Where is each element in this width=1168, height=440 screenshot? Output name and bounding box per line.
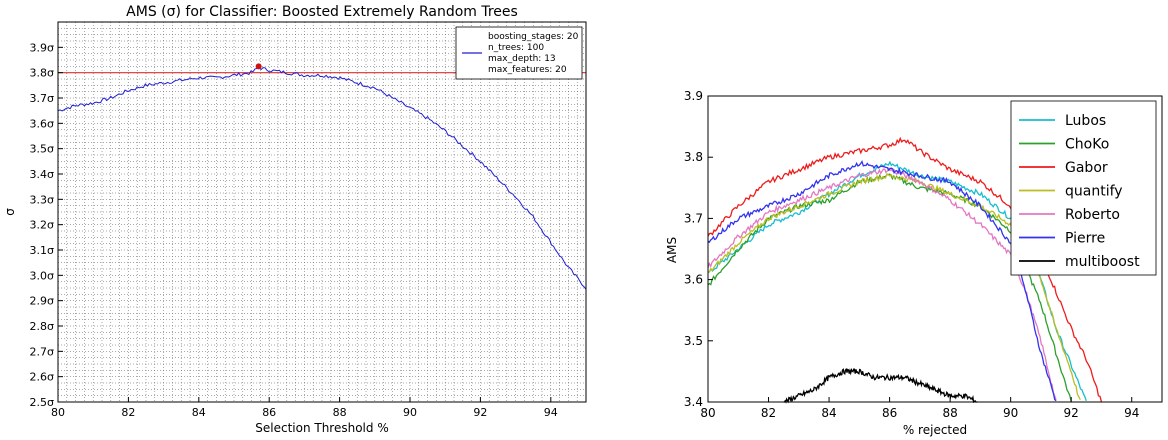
x-tick-label: 80 bbox=[51, 406, 65, 419]
legend-label: multiboost bbox=[1065, 254, 1140, 270]
y-tick-label: 3.9 bbox=[684, 89, 703, 103]
x-tick-label: 94 bbox=[544, 406, 558, 419]
y-tick-label: 3.8σ bbox=[30, 67, 54, 80]
y-tick-label: 3.7σ bbox=[30, 92, 54, 105]
x-tick-label: 92 bbox=[1064, 406, 1079, 420]
x-tick-label: 88 bbox=[333, 406, 347, 419]
max-point-marker bbox=[255, 63, 262, 70]
x-tick-label: 82 bbox=[121, 406, 135, 419]
legend-label: Roberto bbox=[1065, 207, 1120, 223]
legend: Lubos ChoKo Gabor quantify Roberto Pierre mult… bbox=[1010, 100, 1157, 276]
plot-frame bbox=[707, 95, 1163, 403]
x-tick-label: 82 bbox=[761, 406, 776, 420]
x-tick-label: 86 bbox=[262, 406, 276, 419]
x-axis: 80 82 84 86 88 90 92 94 bbox=[700, 397, 1139, 420]
legend-label: ChoKo bbox=[1065, 137, 1109, 153]
y-tick-label: 3.8 bbox=[684, 150, 703, 164]
y-tick-label: 2.8σ bbox=[30, 320, 54, 333]
legend-label: Lubos bbox=[1065, 113, 1106, 129]
chart-title: AMS (σ) for Classifier: Boosted Extremel… bbox=[126, 4, 518, 20]
x-tick-label: 80 bbox=[700, 406, 715, 420]
legend-entry: boosting_stages: 20 bbox=[488, 32, 579, 42]
legend-label: Pierre bbox=[1065, 231, 1105, 247]
legend-label: quantify bbox=[1065, 184, 1123, 200]
y-tick-label: 3.5 bbox=[684, 334, 703, 348]
y-tick-label: 2.7σ bbox=[30, 345, 54, 358]
y-tick-label: 3.6 bbox=[684, 273, 703, 287]
chart-ams-boosted-trees: AMS (σ) for Classifier: Boosted Extremel… bbox=[3, 4, 587, 435]
y-axis-label: AMS bbox=[665, 237, 679, 263]
series-line-pierre bbox=[707, 160, 1057, 402]
y-tick-label: 3.2σ bbox=[30, 219, 54, 232]
x-tick-label: 84 bbox=[821, 406, 836, 420]
y-tick-label: 3.3σ bbox=[30, 193, 54, 206]
series-layer bbox=[57, 63, 587, 290]
y-tick-label: 3.1σ bbox=[30, 244, 54, 257]
x-tick-label: 84 bbox=[192, 406, 206, 419]
series-line-roberto bbox=[707, 167, 1057, 400]
x-axis-label: % rejected bbox=[903, 423, 967, 437]
legend-label: Gabor bbox=[1065, 160, 1108, 176]
plot-frame bbox=[57, 21, 587, 403]
y-tick-label: 2.5σ bbox=[30, 396, 54, 409]
series-line-multiboost bbox=[783, 367, 978, 404]
x-tick-label: 90 bbox=[1003, 406, 1018, 420]
legend-entry: max_features: 20 bbox=[488, 65, 567, 75]
x-tick-label: 92 bbox=[473, 406, 487, 419]
y-tick-label: 3.4σ bbox=[30, 168, 54, 181]
legend-entry: max_depth: 13 bbox=[488, 54, 556, 64]
y-axis-label: σ bbox=[3, 208, 17, 216]
x-axis-label: Selection Threshold % bbox=[255, 421, 388, 435]
y-tick-label: 3.7 bbox=[684, 211, 703, 225]
y-tick-label: 3.5σ bbox=[30, 143, 54, 156]
y-axis: 3.4 3.5 3.6 3.7 3.8 3.9 bbox=[684, 89, 713, 409]
grid bbox=[57, 21, 587, 403]
y-tick-label: 3.9σ bbox=[30, 41, 54, 54]
y-tick-label: 3.4 bbox=[684, 395, 703, 409]
x-tick-label: 88 bbox=[942, 406, 957, 420]
x-tick-label: 90 bbox=[403, 406, 417, 419]
legend: boosting_stages: 20 n_trees: 100 max_dep… bbox=[455, 26, 583, 80]
x-axis: 80 82 84 86 88 90 92 94 bbox=[51, 397, 558, 419]
series-line bbox=[57, 67, 587, 290]
x-tick-label: 86 bbox=[882, 406, 897, 420]
legend-box bbox=[1010, 100, 1157, 276]
y-axis: 2.5σ 2.6σ 2.7σ 2.8σ 2.9σ 3.0σ 3.1σ 3.2σ 3.3σ 3.4σ… bbox=[30, 41, 63, 409]
y-tick-label: 2.6σ bbox=[30, 371, 54, 384]
legend-entry: n_trees: 100 bbox=[488, 43, 544, 53]
y-tick-label: 3.0σ bbox=[30, 269, 54, 282]
chart-ams-rejected: 80 82 84 86 88 90 92 94 3.4 3.5 3.6 3.7 3.8 3.9 % re… bbox=[665, 89, 1163, 437]
y-tick-label: 2.9σ bbox=[30, 295, 54, 308]
x-tick-label: 94 bbox=[1124, 406, 1139, 420]
y-tick-label: 3.6σ bbox=[30, 117, 54, 130]
